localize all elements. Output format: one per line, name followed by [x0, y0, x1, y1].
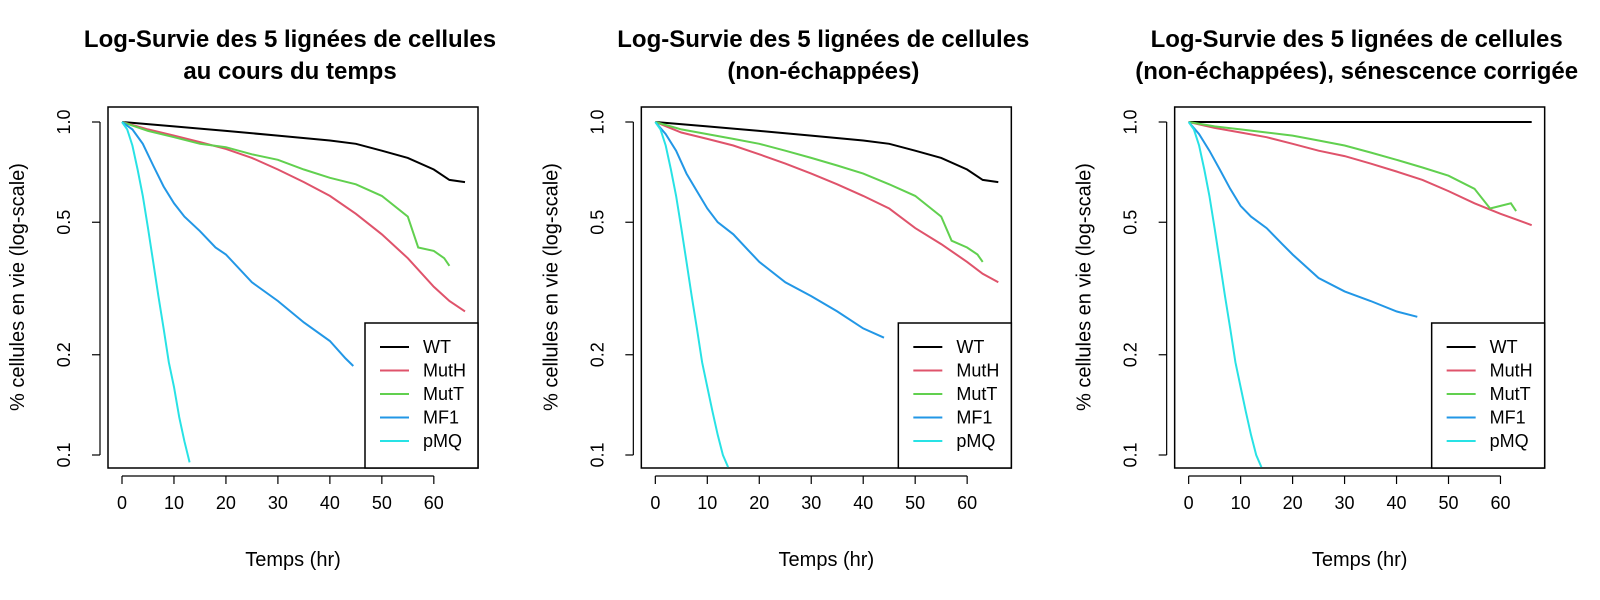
chart-panel-2: Log-Survie des 5 lignées de cellules (non…	[540, 26, 1029, 571]
x-tick-label: 10	[1231, 493, 1251, 513]
plot-box	[640, 106, 1013, 469]
chart-title-line-1: Log-Survie des 5 lignées de cellules	[84, 26, 496, 53]
legend-label-mf1: MF1	[1490, 408, 1526, 428]
legend-label-pmq: pMQ	[956, 431, 995, 451]
y-tick-label: 0.2	[54, 342, 74, 367]
y-axis-label: % cellules en vie (log-scale)	[540, 163, 562, 411]
legend-label-wt: WT	[1490, 337, 1518, 357]
legend: WT MutH MutT MF1 pMQ	[897, 322, 1013, 469]
x-tick-label: 20	[749, 493, 769, 513]
plot-box	[107, 106, 479, 469]
series-line-wt	[121, 121, 466, 184]
x-tick-label: 10	[164, 493, 184, 513]
chart-panel-1: Log-Survie des 5 lignées de cellules au c…	[7, 26, 496, 571]
legend-label-pmq: pMQ	[423, 431, 462, 451]
y-tick-label: 1.0	[54, 109, 74, 134]
legend-label-wt: WT	[956, 337, 984, 357]
y-axis-label: % cellules en vie (log-scale)	[1074, 163, 1096, 411]
series-line-wt	[655, 121, 999, 184]
x-tick-label: 0	[650, 493, 660, 513]
y-tick-label: 0.2	[587, 342, 607, 367]
series-line-muth	[121, 121, 466, 313]
x-tick-label: 0	[1184, 493, 1194, 513]
legend-label-mf1: MF1	[423, 408, 459, 428]
series-line-muth	[654, 121, 999, 284]
legend: WT MutH MutT MF1 pMQ	[1430, 322, 1546, 469]
y-tick-label: 0.2	[1121, 342, 1141, 367]
series-line-mf1	[654, 121, 885, 339]
x-tick-label: 40	[320, 493, 340, 513]
y-tick-label: 1.0	[1121, 109, 1141, 134]
chart-panel-3: Log-Survie des 5 lignées de cellules (non…	[1074, 26, 1578, 571]
x-tick-label: 60	[424, 493, 444, 513]
x-axis-label: Temps (hr)	[245, 549, 341, 571]
y-tick-label: 0.1	[587, 442, 607, 467]
chart-title-line-1: Log-Survie des 5 lignées de cellules	[617, 26, 1029, 53]
series-line-pmq	[654, 121, 730, 468]
chart-title-line-2: au cours du temps	[183, 58, 396, 85]
x-tick-label: 50	[372, 493, 392, 513]
legend-label-muth: MutH	[956, 361, 999, 381]
x-tick-label: 20	[1283, 493, 1303, 513]
legend-label-pmq: pMQ	[1490, 431, 1529, 451]
legend-label-muth: MutH	[423, 361, 466, 381]
x-tick-label: 10	[697, 493, 717, 513]
legend: WT MutH MutT MF1 pMQ	[364, 322, 479, 469]
chart-title-line-2: (non-échappées)	[727, 58, 919, 85]
x-tick-label: 30	[801, 493, 821, 513]
series-line-pmq	[121, 121, 191, 463]
legend-label-mutt: MutT	[956, 384, 997, 404]
series-line-mutt	[121, 121, 451, 267]
series-line-mf1	[1187, 121, 1418, 318]
plot-box	[1173, 106, 1546, 469]
chart-title-line-2: (non-échappées), sénescence corrigée	[1135, 58, 1578, 85]
chart-title-line-1: Log-Survie des 5 lignées de cellules	[1151, 26, 1563, 53]
x-tick-label: 40	[1387, 493, 1407, 513]
y-tick-label: 0.5	[587, 210, 607, 235]
legend-label-wt: WT	[423, 337, 451, 357]
y-tick-label: 1.0	[587, 109, 607, 134]
legend-label-muth: MutH	[1490, 361, 1533, 381]
series-line-pmq	[1187, 121, 1263, 468]
y-tick-label: 0.5	[1121, 210, 1141, 235]
x-tick-label: 60	[1490, 493, 1510, 513]
series-line-mutt	[655, 121, 984, 263]
y-tick-label: 0.1	[54, 442, 74, 467]
x-tick-label: 50	[905, 493, 925, 513]
x-tick-label: 50	[1438, 493, 1458, 513]
x-axis-label: Temps (hr)	[1312, 549, 1408, 571]
x-tick-label: 0	[117, 493, 127, 513]
legend-label-mutt: MutT	[423, 384, 464, 404]
legend-label-mf1: MF1	[956, 408, 992, 428]
series-line-mutt	[1188, 121, 1517, 212]
y-tick-label: 0.1	[1121, 442, 1141, 467]
series-line-mf1	[121, 121, 354, 367]
x-tick-label: 30	[268, 493, 288, 513]
y-axis-label: % cellules en vie (log-scale)	[7, 163, 29, 411]
x-tick-label: 60	[957, 493, 977, 513]
series-line-muth	[1188, 121, 1533, 227]
x-tick-label: 20	[216, 493, 236, 513]
legend-label-mutt: MutT	[1490, 384, 1531, 404]
y-tick-label: 0.5	[54, 210, 74, 235]
x-axis-label: Temps (hr)	[779, 549, 875, 571]
x-tick-label: 40	[853, 493, 873, 513]
x-tick-label: 30	[1335, 493, 1355, 513]
